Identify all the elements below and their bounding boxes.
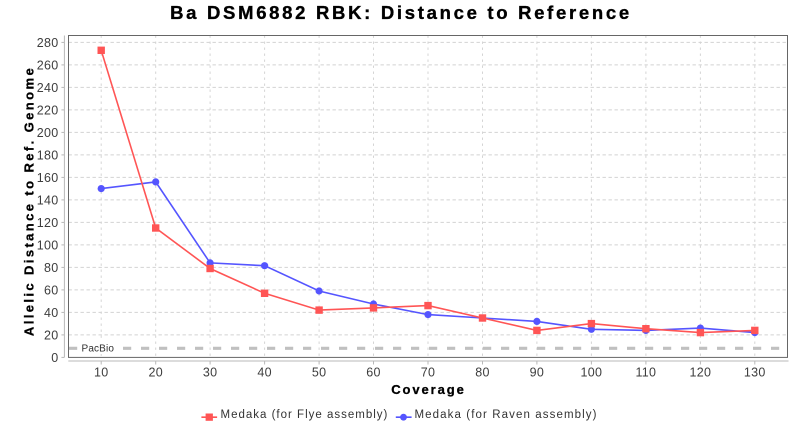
svg-text:130: 130: [744, 366, 766, 380]
svg-text:280: 280: [37, 36, 59, 50]
svg-text:60: 60: [366, 366, 381, 380]
svg-text:120: 120: [37, 216, 59, 230]
svg-text:40: 40: [257, 366, 272, 380]
svg-text:20: 20: [44, 328, 59, 342]
svg-text:20: 20: [148, 366, 163, 380]
svg-text:160: 160: [37, 171, 59, 185]
svg-text:120: 120: [690, 366, 712, 380]
svg-text:100: 100: [37, 238, 59, 252]
svg-text:10: 10: [94, 366, 109, 380]
svg-text:140: 140: [37, 193, 59, 207]
svg-text:30: 30: [203, 366, 218, 380]
svg-text:Allelic Distance to Ref. Genom: Allelic Distance to Ref. Genome: [22, 66, 37, 336]
svg-text:240: 240: [37, 81, 59, 95]
svg-text:PacBio: PacBio: [82, 344, 115, 355]
svg-text:100: 100: [581, 366, 603, 380]
svg-text:Ba DSM6882 RBK: Distance to Re: Ba DSM6882 RBK: Distance to Reference: [170, 2, 632, 23]
svg-text:260: 260: [37, 58, 59, 72]
svg-text:50: 50: [312, 366, 327, 380]
svg-text:200: 200: [37, 126, 59, 140]
svg-text:70: 70: [421, 366, 436, 380]
svg-text:80: 80: [475, 366, 490, 380]
svg-text:Medaka (for Raven assembly): Medaka (for Raven assembly): [415, 409, 598, 421]
svg-text:Coverage: Coverage: [391, 382, 465, 397]
svg-text:40: 40: [44, 306, 59, 320]
svg-text:90: 90: [530, 366, 545, 380]
svg-text:60: 60: [44, 283, 59, 297]
svg-text:Medaka (for Flye assembly): Medaka (for Flye assembly): [221, 409, 389, 421]
svg-text:180: 180: [37, 148, 59, 162]
svg-text:0: 0: [51, 351, 58, 365]
svg-text:110: 110: [635, 366, 656, 380]
svg-text:80: 80: [44, 261, 59, 275]
svg-text:220: 220: [37, 103, 59, 117]
